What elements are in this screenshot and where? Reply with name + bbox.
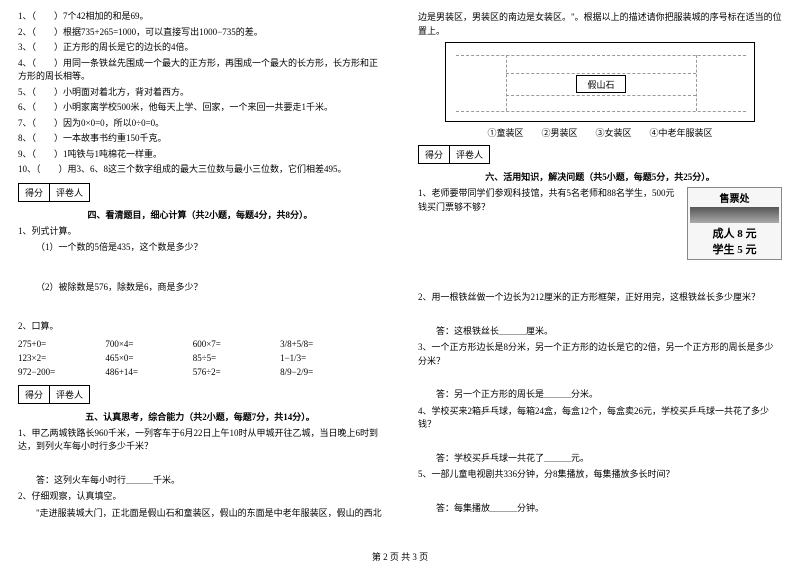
grader-label: 评卷人 bbox=[49, 183, 90, 202]
judge-4: 4、（ ）用同一条铁丝先围成一个最大的正方形，再围成一个最大的长方形，长方形和正… bbox=[18, 57, 382, 84]
calc-cell: 700×4= bbox=[105, 339, 192, 349]
calc-cell: 465×0= bbox=[105, 353, 192, 363]
ticket-title: 售票处 bbox=[690, 190, 779, 205]
section-4-title: 四、看清题目，细心计算（共2小题，每题4分，共8分）。 bbox=[18, 208, 382, 221]
section-5-title: 五、认真思考，综合能力（共2小题，每题7分，共14分）。 bbox=[18, 410, 382, 423]
calc-cell: 486+14= bbox=[105, 367, 192, 377]
score-box-5: 得分 评卷人 bbox=[18, 385, 382, 404]
judge-6: 6、（ ）小明家离学校500米，他每天上学、回家，一个来回一共要走1千米。 bbox=[18, 101, 382, 115]
calc-cell: 1−1/3= bbox=[280, 353, 367, 363]
calc-cell: 123×2= bbox=[18, 353, 105, 363]
calc-cell: 972−200= bbox=[18, 367, 105, 377]
judge-7: 7、（ ）因为0×0=0，所以0÷0=0。 bbox=[18, 117, 382, 131]
judge-2: 2、（ ）根据735+265=1000，可以直接写出1000−735的差。 bbox=[18, 26, 382, 40]
calc-cell: 8/9−2/9= bbox=[280, 367, 367, 377]
calc-cell: 576÷2= bbox=[193, 367, 280, 377]
judge-8: 8、（ ）一本故事书约重150千克。 bbox=[18, 132, 382, 146]
sec5-q2-text: "走进服装城大门，正北面是假山石和童装区，假山的东面是中老年服装区，假山的西北 bbox=[18, 507, 382, 521]
area-labels: ①童装区 ②男装区 ③女装区 ④中老年服装区 bbox=[418, 126, 782, 139]
sec4-q1a: （1）一个数的5倍是435，这个数是多少？ bbox=[18, 241, 382, 255]
judge-10: 10、（ ）用3、6、8这三个数字组成的最大三位数与最小三位数，它们相差495。 bbox=[18, 163, 382, 177]
calc-cell: 3/8+5/8= bbox=[280, 339, 367, 349]
grader-label: 评卷人 bbox=[49, 385, 90, 404]
grader-label: 评卷人 bbox=[449, 145, 490, 164]
sec6-q5: 5、一部儿童电视剧共336分钟，分8集播放，每集播放多长时间？ bbox=[418, 468, 782, 482]
sec6-q2: 2、用一根铁丝做一个边长为212厘米的正方形框架，正好用完，这根铁丝长多少厘米？ bbox=[418, 291, 782, 305]
sec6-q2-ans: 答：这根铁丝长＿＿＿厘米。 bbox=[418, 325, 782, 339]
calc-cell: 275+0= bbox=[18, 339, 105, 349]
judge-5: 5、（ ）小明面对着北方，背对着西方。 bbox=[18, 86, 382, 100]
sec6-q4: 4、学校买来2箱乒乓球，每箱24盒，每盒12个，每盒卖26元，学校买乒乓球一共花… bbox=[418, 405, 782, 432]
continue-text: 边是男装区，男装区的南边是女装区。"。根据以上的描述请你把服装城的序号标在适当的… bbox=[418, 11, 782, 38]
sec5-q1-ans: 答：这列火车每小时行＿＿＿千米。 bbox=[18, 474, 382, 488]
sec4-q2: 2、口算。 bbox=[18, 320, 382, 334]
page-footer: 第 2 页 共 3 页 bbox=[0, 550, 800, 563]
sec4-q1: 1、列式计算。 bbox=[18, 225, 382, 239]
score-label: 得分 bbox=[18, 385, 49, 404]
score-label: 得分 bbox=[418, 145, 449, 164]
sec6-q5-ans: 答：每集播放＿＿＿分钟。 bbox=[418, 502, 782, 516]
calc-grid: 275+0= 700×4= 600×7= 3/8+5/8= 123×2= 465… bbox=[18, 337, 382, 379]
adult-price: 成人 8 元 bbox=[690, 225, 779, 241]
score-box-4: 得分 评卷人 bbox=[18, 183, 382, 202]
judge-9: 9、（ ）1吨铁与1吨棉花一样重。 bbox=[18, 148, 382, 162]
sec4-q1b: （2）被除数是576，除数是6，商是多少？ bbox=[18, 281, 382, 295]
calc-cell: 85÷5= bbox=[193, 353, 280, 363]
student-price: 学生 5 元 bbox=[690, 241, 779, 257]
judge-questions: 1、（ ）7个42相加的和是69。 2、（ ）根据735+265=1000，可以… bbox=[18, 10, 382, 177]
judge-3: 3、（ ）正方形的周长是它的边长的4倍。 bbox=[18, 41, 382, 55]
sec6-q4-ans: 答：学校买乒乓球一共花了＿＿＿元。 bbox=[418, 452, 782, 466]
calc-cell: 600×7= bbox=[193, 339, 280, 349]
sec5-q2: 2、仔细观察，认真填空。 bbox=[18, 490, 382, 504]
section-6-title: 六、活用知识，解决问题（共5小题，每题5分，共25分）。 bbox=[418, 170, 782, 183]
sec6-q3: 3、一个正方形边长是8分米，另一个正方形的边长是它的2倍，另一个正方形的周长是多… bbox=[418, 341, 782, 368]
judge-1: 1、（ ）7个42相加的和是69。 bbox=[18, 10, 382, 24]
sec5-q1: 1、甲乙两城铁路长960千米，一列客车于6月22日上午10时从甲城开往乙城，当日… bbox=[18, 427, 382, 454]
rock-label: 假山石 bbox=[576, 75, 626, 93]
mall-diagram: 假山石 bbox=[445, 42, 755, 122]
score-label: 得分 bbox=[18, 183, 49, 202]
score-box-6: 得分 评卷人 bbox=[418, 145, 782, 164]
ticket-image bbox=[690, 207, 779, 223]
sec6-q3-ans: 答：另一个正方形的周长是＿＿＿分米。 bbox=[418, 388, 782, 402]
ticket-box: 售票处 成人 8 元 学生 5 元 bbox=[687, 187, 782, 260]
